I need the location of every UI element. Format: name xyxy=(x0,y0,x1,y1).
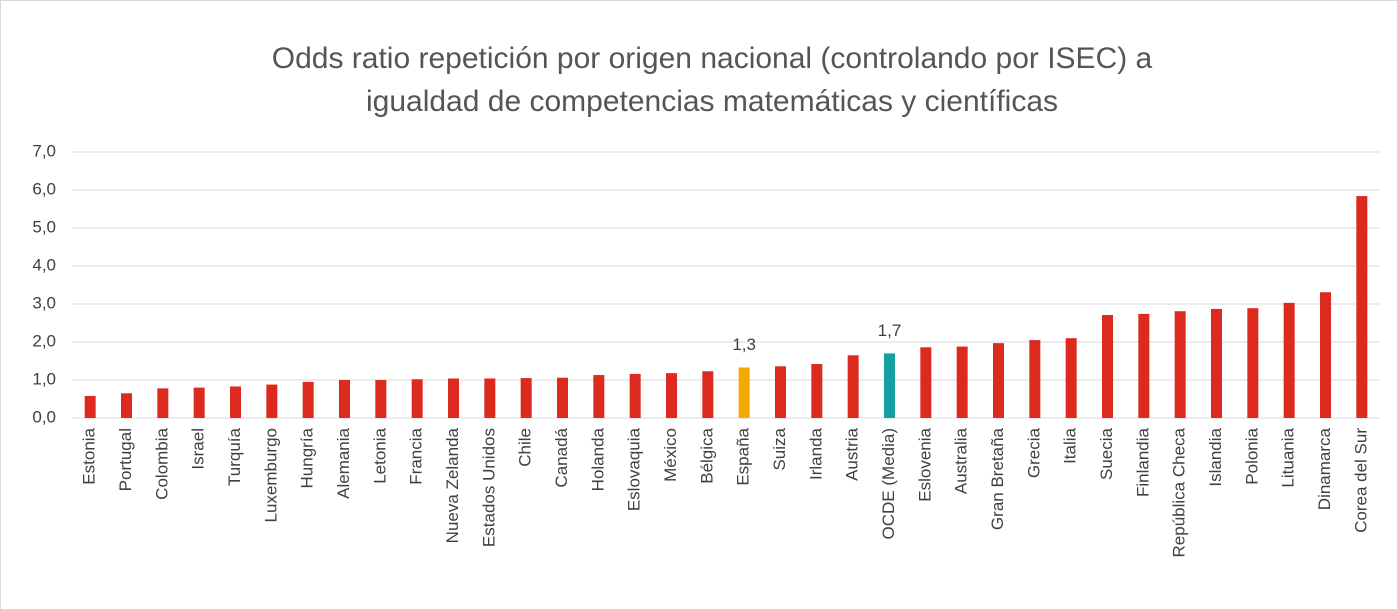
bar xyxy=(339,380,350,418)
x-tick-label: Israel xyxy=(189,428,208,470)
bar xyxy=(956,346,968,418)
bar xyxy=(230,386,241,418)
x-tick-label: Alemania xyxy=(334,427,353,498)
x-tick-label: Eslovaquia xyxy=(625,427,644,511)
bar xyxy=(520,378,532,418)
x-tick-label: Italia xyxy=(1061,427,1080,463)
bar xyxy=(557,377,568,418)
x-tick-label: Australia xyxy=(952,427,971,494)
bar xyxy=(738,367,750,418)
x-tick-label: Chile xyxy=(516,428,535,467)
x-tick-label: Estonia xyxy=(80,427,99,484)
bar xyxy=(593,375,605,418)
x-tick-label: Estados Unidos xyxy=(479,428,498,547)
x-tick-label: Suecia xyxy=(1097,427,1116,480)
bar xyxy=(484,378,496,418)
y-tick-label: 0,0 xyxy=(32,407,56,426)
bar xyxy=(993,343,1004,418)
bar xyxy=(666,373,677,418)
x-tick-label: Gran Bretaña xyxy=(988,427,1007,530)
bar xyxy=(1065,338,1077,418)
data-label: 1,7 xyxy=(878,321,902,340)
x-tick-label: Canadá xyxy=(552,427,571,487)
x-tick-label: México xyxy=(661,428,680,482)
y-tick-label: 1,0 xyxy=(32,369,56,388)
bar xyxy=(1320,292,1331,418)
x-tick-label: Colombia xyxy=(152,427,171,499)
x-tick-label: Lituania xyxy=(1279,427,1298,487)
bar xyxy=(375,380,387,418)
y-tick-label: 2,0 xyxy=(32,331,56,350)
x-tick-label: Suiza xyxy=(770,427,789,470)
bar xyxy=(920,347,932,418)
x-tick-label: República Checa xyxy=(1170,427,1189,557)
bar xyxy=(1102,315,1113,418)
bar xyxy=(775,366,786,418)
bar xyxy=(702,371,714,418)
bar xyxy=(84,395,96,418)
x-tick-label: Finlandia xyxy=(1133,427,1152,497)
bar xyxy=(302,381,314,418)
x-tick-label: Dinamarca xyxy=(1315,427,1334,510)
y-tick-label: 7,0 xyxy=(32,141,56,160)
x-tick-label: Corea del Sur xyxy=(1351,428,1370,533)
bar xyxy=(1174,311,1186,418)
chart-title: Odds ratio repetición por origen naciona… xyxy=(272,42,1153,75)
bar xyxy=(448,378,459,418)
y-tick-label: 3,0 xyxy=(32,293,56,312)
x-tick-label: Turquía xyxy=(225,427,244,486)
x-tick-label: Grecia xyxy=(1024,427,1043,478)
x-tick-label: Portugal xyxy=(116,428,135,491)
bar xyxy=(193,387,205,418)
chart-title: igualdad de competencias matemáticas y c… xyxy=(366,85,1058,118)
bar xyxy=(266,384,278,418)
bar xyxy=(1283,302,1295,418)
x-tick-label: Irlanda xyxy=(806,427,825,480)
bar xyxy=(157,388,169,418)
bar xyxy=(1029,340,1041,418)
bar xyxy=(1211,308,1222,418)
bar xyxy=(411,379,423,418)
bar xyxy=(1247,308,1259,418)
x-tick-label: Letonia xyxy=(370,427,389,483)
y-tick-label: 6,0 xyxy=(32,179,56,198)
x-tick-label: Nueva Zelanda xyxy=(443,427,462,543)
y-tick-label: 4,0 xyxy=(32,255,56,274)
x-tick-label: Islandia xyxy=(1206,427,1225,486)
bar xyxy=(121,393,132,418)
x-tick-label: Hungría xyxy=(298,427,317,488)
bar xyxy=(811,364,823,418)
x-tick-label: Bélgica xyxy=(697,427,716,483)
bar xyxy=(847,355,859,418)
x-tick-label: Francia xyxy=(407,427,426,484)
bar xyxy=(1138,313,1150,418)
x-tick-label: Eslovenia xyxy=(915,427,934,501)
x-tick-label: Luxemburgo xyxy=(261,428,280,523)
y-tick-label: 5,0 xyxy=(32,217,56,236)
x-tick-label: España xyxy=(734,427,753,485)
x-tick-label: Holanda xyxy=(588,427,607,491)
bar xyxy=(1356,196,1368,418)
x-tick-label: Austria xyxy=(843,427,862,480)
x-tick-label: Polonia xyxy=(1242,427,1261,484)
bar xyxy=(884,353,895,418)
x-tick-label: OCDE (Media) xyxy=(879,428,898,539)
bar xyxy=(629,373,641,418)
data-label: 1,3 xyxy=(732,335,756,354)
